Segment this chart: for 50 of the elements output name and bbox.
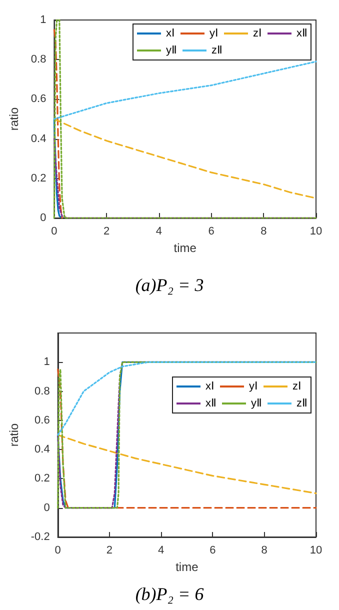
legend-label: xⅡ (296, 28, 307, 40)
x-axis-title: time (174, 241, 197, 255)
x-tick-label: 6 (208, 226, 214, 238)
y-tick-label: 0.2 (34, 472, 50, 485)
line-series (53, 118, 63, 219)
y-tick-label: 1 (44, 356, 50, 368)
text: (b)P₂ = 6 (135, 584, 204, 604)
legend-label: zⅡ (212, 44, 222, 56)
x-tick-label: 4 (158, 544, 164, 556)
y-axis-title: ratio (7, 107, 21, 131)
y-tick-label: 0.6 (34, 414, 50, 426)
y-tick-label: 0.6 (30, 93, 46, 106)
x-tick-label: 2 (103, 226, 110, 238)
x-tick-label: 0 (54, 544, 61, 556)
line-series (53, 60, 317, 120)
y-tick-label: 0.2 (30, 172, 46, 184)
x-tick-label: 4 (156, 226, 162, 238)
line-series (57, 361, 317, 436)
y-tick-label: -0.2 (30, 531, 50, 543)
legend-label: zⅠ (253, 28, 262, 40)
y-tick-label: 1 (40, 14, 46, 26)
legend-label: yⅠ (249, 380, 258, 392)
x-tick-label: 10 (310, 226, 322, 238)
legend-label: yⅡ (251, 398, 262, 410)
line-series (53, 118, 317, 199)
y-tick-label: 0 (44, 502, 50, 514)
legend-label: yⅡ (166, 44, 176, 56)
line-series (53, 29, 63, 219)
legend-label: zⅠ (292, 380, 301, 392)
text: (a)P₂ = 3 (135, 275, 204, 295)
legend-label: zⅡ (296, 398, 307, 410)
x-tick-label: 8 (260, 226, 267, 238)
x-tick-label: 0 (51, 226, 58, 238)
y-tick-label: 0.8 (30, 54, 46, 66)
y-axis-title: ratio (7, 423, 21, 447)
x-tick-label: 10 (310, 544, 322, 556)
y-tick-label: 0.4 (30, 132, 46, 145)
legend-label: xⅡ (206, 398, 216, 410)
line-series (57, 434, 317, 494)
x-tick-label: 2 (106, 544, 113, 556)
legend-label: xⅠ (166, 28, 174, 40)
x-tick-label: 8 (261, 544, 268, 556)
legend-label: yⅠ (210, 28, 218, 40)
y-tick-label: 0 (40, 212, 46, 224)
x-tick-label: 6 (210, 544, 216, 556)
legend-label: xⅠ (206, 380, 214, 392)
x-axis-title: time (176, 560, 199, 574)
y-tick-label: 0.4 (34, 444, 50, 456)
line-series (53, 19, 317, 219)
y-tick-label: 0.8 (34, 385, 50, 398)
